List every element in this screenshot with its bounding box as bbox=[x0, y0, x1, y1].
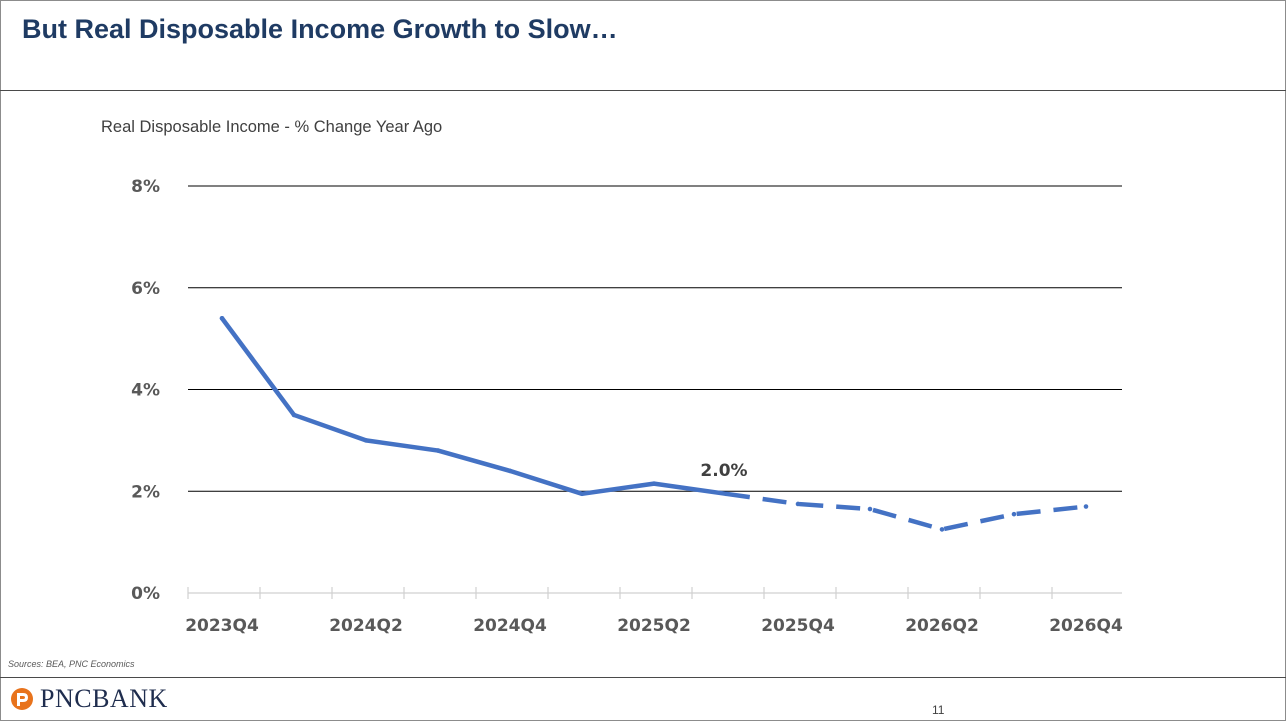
y-tick-label-2: 2% bbox=[131, 482, 160, 502]
annotations: 2.0% bbox=[700, 461, 747, 481]
line-chart: 0% 2% 4% 6% 8% 2023Q4 2024Q2 2024Q4 2025Q2 2025Q… bbox=[131, 177, 1123, 636]
x-tick-label-2025Q2: 2025Q2 bbox=[617, 616, 691, 636]
title-divider bbox=[0, 90, 1286, 91]
series-0-point-2024Q3 bbox=[435, 448, 441, 453]
series-0-point-2025Q3 bbox=[723, 491, 729, 497]
footer-divider bbox=[0, 677, 1286, 678]
series-0-point-2023Q4 bbox=[219, 315, 225, 321]
pnc-logo-icon bbox=[11, 688, 33, 710]
series-lines bbox=[219, 315, 1089, 532]
source-note: Sources: BEA, PNC Economics bbox=[8, 659, 135, 669]
series-0-point-2026Q1 bbox=[867, 506, 873, 512]
y-tick-labels: 0% 2% 4% 6% 8% bbox=[131, 177, 160, 604]
x-tick-label-2025Q4: 2025Q4 bbox=[761, 616, 835, 636]
series-0-point-2025Q4 bbox=[795, 501, 801, 507]
y-tick-label-0: 0% bbox=[131, 584, 160, 604]
series-0-point-2026Q3 bbox=[1011, 511, 1017, 517]
x-axis bbox=[187, 587, 1122, 599]
chart-title: Real Disposable Income - % Change Year A… bbox=[101, 118, 443, 136]
series-0-point-2026Q4 bbox=[1083, 504, 1089, 509]
x-tick-label-2023Q4: 2023Q4 bbox=[185, 616, 259, 636]
x-tick-labels: 2023Q4 2024Q2 2024Q4 2025Q2 2025Q4 2026Q2 2026… bbox=[185, 616, 1123, 636]
series-0-actual-line bbox=[219, 316, 729, 497]
series-0-point-2026Q2 bbox=[939, 527, 945, 532]
x-tick-label-2024Q4: 2024Q4 bbox=[473, 616, 547, 636]
logo-wordmark: PNCBANK bbox=[40, 684, 168, 713]
series-0-point-2025Q2 bbox=[651, 481, 657, 486]
series-0-point-2024Q4 bbox=[507, 468, 513, 474]
series-0-point-2024Q1 bbox=[291, 412, 297, 418]
x-tick-label-2026Q2: 2026Q2 bbox=[905, 616, 979, 636]
gridlines bbox=[188, 185, 1122, 492]
data-label-2025Q3: 2.0% bbox=[700, 461, 747, 481]
y-tick-label-8: 8% bbox=[131, 177, 160, 197]
x-tick-label-2026Q4: 2026Q4 bbox=[1049, 616, 1123, 636]
pnc-logo: PNCBANK bbox=[10, 683, 168, 715]
y-tick-label-6: 6% bbox=[131, 279, 160, 299]
y-tick-label-4: 4% bbox=[131, 381, 160, 401]
series-0-forecast-line bbox=[725, 491, 1087, 532]
page-number: 11 bbox=[932, 703, 945, 717]
slide-title: But Real Disposable Income Growth to Slo… bbox=[22, 14, 618, 44]
series-0-point-2024Q2 bbox=[363, 438, 369, 443]
x-tick-label-2024Q2: 2024Q2 bbox=[329, 616, 403, 636]
series-0-point-2025Q1 bbox=[579, 491, 585, 497]
